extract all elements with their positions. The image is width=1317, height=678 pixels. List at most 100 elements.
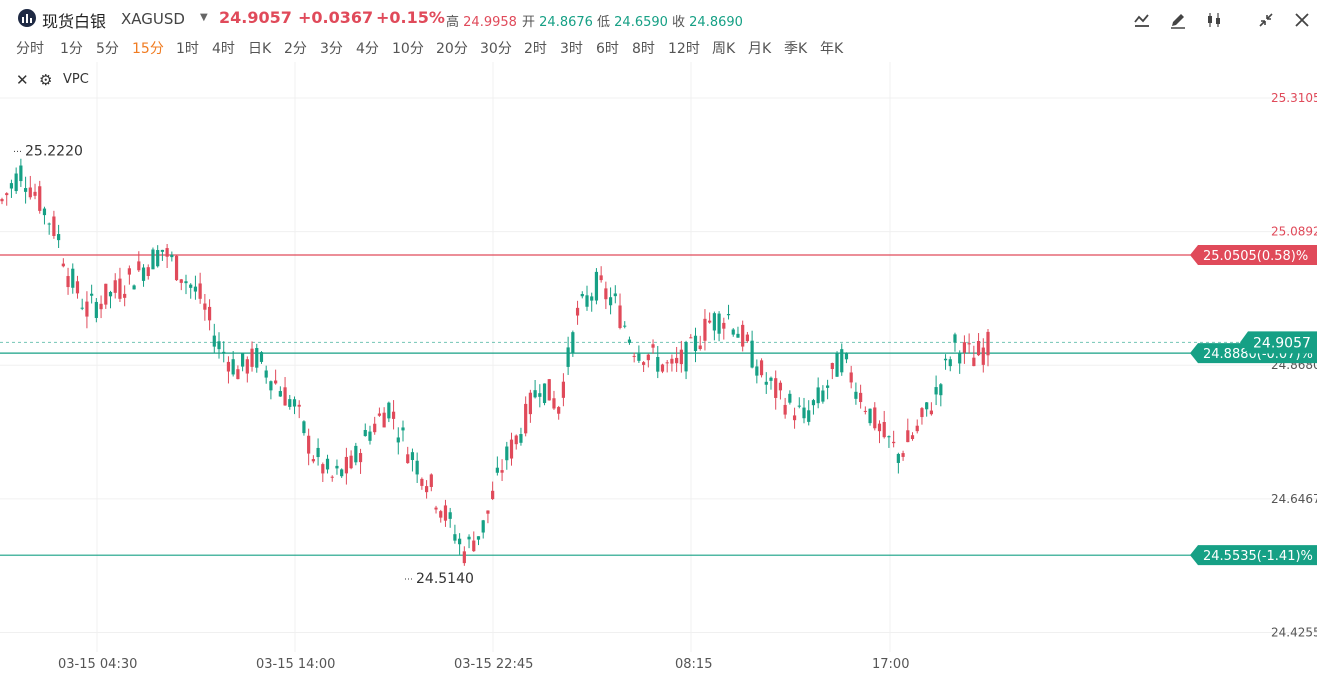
- period-tab[interactable]: 季K: [784, 41, 808, 57]
- open-number: 24.8676: [539, 15, 593, 30]
- candle-body: [160, 249, 165, 252]
- candle-body: [925, 402, 929, 410]
- candle-body: [693, 335, 698, 352]
- candle-body: [85, 301, 89, 317]
- candle-body: [132, 285, 136, 290]
- candle-body: [750, 340, 754, 368]
- candle-body: [571, 332, 575, 353]
- price-line-tag[interactable]: [1190, 545, 1317, 566]
- candle-body: [835, 352, 839, 377]
- candle-type-icon[interactable]: [1201, 7, 1227, 33]
- current-price-tag: [1240, 331, 1317, 354]
- fullscreen-icon[interactable]: [1253, 7, 1279, 33]
- candle-body: [302, 421, 306, 434]
- candle-body: [646, 354, 650, 361]
- candle-body: [547, 379, 551, 401]
- period-tab[interactable]: 年K: [820, 41, 844, 57]
- low-value: 低 24.6590: [597, 11, 668, 30]
- indicator-icon[interactable]: [1129, 7, 1155, 33]
- instrument-symbol[interactable]: XAGUSD: [121, 10, 185, 28]
- period-tab[interactable]: 6时: [596, 41, 619, 57]
- candle-body: [377, 413, 382, 416]
- period-tab[interactable]: 4时: [212, 41, 235, 57]
- price-change: +0.0367: [298, 8, 374, 27]
- candle-body: [94, 301, 98, 318]
- candle-body: [976, 341, 981, 356]
- candle-body: [953, 334, 957, 343]
- candle-body: [863, 410, 867, 412]
- candle-body: [491, 490, 495, 500]
- x-tick-label: 08:15: [675, 657, 712, 672]
- candle-body: [373, 423, 377, 433]
- period-tab[interactable]: 2分: [284, 41, 307, 57]
- period-tab[interactable]: 日K: [248, 41, 272, 57]
- open-value: 开 24.8676: [522, 11, 593, 30]
- period-tab[interactable]: 30分: [480, 41, 512, 57]
- candle-body: [873, 407, 877, 429]
- candle-body: [330, 476, 334, 478]
- candle-body: [458, 538, 462, 545]
- close-icon[interactable]: ✕: [16, 71, 29, 89]
- chevron-down-icon[interactable]: ▼: [200, 12, 208, 23]
- period-tab[interactable]: 分时: [16, 41, 44, 57]
- period-tab[interactable]: 4分: [356, 41, 379, 57]
- period-tab[interactable]: 12时: [668, 41, 700, 57]
- candle-body: [42, 208, 47, 216]
- price-line-tag[interactable]: [1190, 244, 1317, 265]
- gear-icon[interactable]: ⚙: [39, 71, 53, 89]
- candle-body: [665, 362, 669, 364]
- candle-body: [788, 393, 792, 403]
- candle-body: [184, 281, 188, 284]
- y-tick-label: 24.6467: [1271, 492, 1317, 506]
- candle-body: [241, 353, 245, 367]
- candle-body: [189, 284, 193, 288]
- candle-body: [741, 324, 745, 347]
- candle-body: [207, 306, 212, 321]
- y-tick-label: 25.0892: [1271, 225, 1317, 239]
- period-tab[interactable]: 周K: [712, 41, 736, 57]
- period-tab[interactable]: 8时: [632, 41, 655, 57]
- candle-body: [288, 399, 292, 407]
- period-tab[interactable]: 20分: [436, 41, 468, 57]
- candle-body: [222, 351, 226, 354]
- close-icon[interactable]: [1289, 7, 1315, 33]
- period-tab[interactable]: 3时: [560, 41, 583, 57]
- candle-body: [745, 334, 749, 342]
- low-number: 24.6590: [614, 15, 668, 30]
- candle-body: [524, 403, 528, 434]
- candle-body: [363, 430, 367, 437]
- high-number: 24.9958: [463, 15, 517, 30]
- candle-body: [910, 435, 915, 439]
- x-tick-label: 03-15 04:30: [58, 657, 137, 672]
- candle-body: [821, 390, 825, 402]
- candle-body: [278, 391, 282, 397]
- low-label: 低: [597, 15, 611, 30]
- period-tab[interactable]: 月K: [748, 41, 772, 57]
- candle-body: [429, 474, 433, 487]
- period-tab[interactable]: 2时: [524, 41, 547, 57]
- period-tab[interactable]: 5分: [96, 41, 119, 57]
- candle-body: [896, 453, 900, 463]
- candlestick-chart[interactable]: 25.310525.089224.868024.646724.425503-15…: [0, 62, 1317, 678]
- candle-body: [533, 390, 537, 398]
- candle-body: [28, 187, 32, 198]
- period-tab[interactable]: 15分: [132, 41, 164, 57]
- candle-body: [552, 398, 556, 409]
- period-tab[interactable]: 3分: [320, 41, 343, 57]
- candle-body: [61, 263, 65, 267]
- draw-icon[interactable]: [1165, 7, 1191, 33]
- candle-body: [590, 296, 594, 301]
- candle-body: [708, 320, 712, 323]
- period-tab[interactable]: 1分: [60, 41, 83, 57]
- candle-body: [156, 250, 160, 267]
- candle-body: [783, 404, 787, 415]
- instrument-name[interactable]: 现货白银: [42, 12, 107, 31]
- candle-body: [476, 536, 481, 540]
- candle-body: [108, 291, 113, 297]
- min-price-marker: 24.5140: [416, 571, 474, 587]
- candle-body: [344, 456, 348, 474]
- candle-body: [38, 186, 42, 211]
- candle-body: [557, 407, 561, 414]
- period-tab[interactable]: 10分: [392, 41, 424, 57]
- period-tab[interactable]: 1时: [176, 41, 199, 57]
